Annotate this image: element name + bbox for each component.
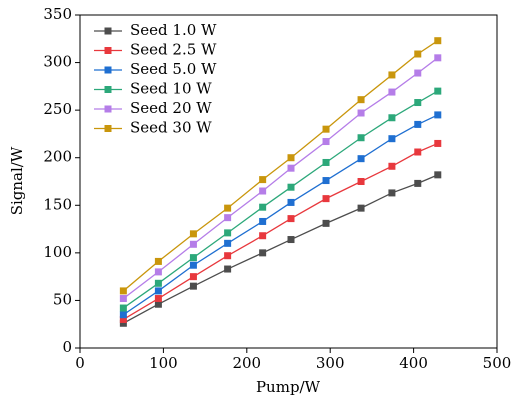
data-point — [434, 171, 442, 179]
data-point — [287, 154, 295, 162]
data-point — [154, 279, 162, 287]
data-point — [388, 135, 396, 143]
legend-label: Seed 20 W — [130, 99, 212, 117]
data-point — [119, 319, 127, 327]
data-point — [259, 232, 267, 240]
legend-label: Seed 2.5 W — [130, 41, 217, 59]
data-point — [414, 99, 422, 107]
legend-label: Seed 30 W — [130, 119, 212, 137]
data-point — [224, 214, 232, 222]
legend-marker — [104, 105, 112, 113]
y-tick-label: 150 — [43, 195, 72, 213]
data-point — [287, 215, 295, 223]
x-tick-label: 500 — [483, 354, 512, 372]
legend-marker — [104, 47, 112, 54]
data-point — [357, 178, 365, 185]
series-line — [123, 114, 439, 316]
y-tick-label: 300 — [43, 53, 72, 71]
y-tick-label: 0 — [62, 338, 72, 356]
data-point — [259, 176, 267, 184]
y-tick-label: 250 — [43, 100, 72, 118]
x-tick-label: 400 — [399, 354, 428, 372]
data-point — [388, 71, 396, 79]
legend-label: Seed 5.0 W — [130, 60, 217, 78]
y-axis-label: Signal/W — [8, 146, 26, 215]
data-point — [287, 198, 295, 206]
data-point — [322, 138, 330, 146]
data-point — [434, 54, 442, 62]
data-point — [287, 183, 295, 191]
data-point — [388, 162, 396, 170]
data-point — [357, 109, 365, 117]
data-point — [224, 265, 232, 273]
data-point — [357, 155, 365, 163]
data-point — [259, 203, 267, 211]
legend-marker — [104, 27, 112, 35]
data-point — [434, 111, 442, 119]
y-tick-label: 350 — [43, 5, 72, 23]
x-tick-label: 100 — [149, 354, 178, 372]
x-tick-label: 0 — [75, 354, 85, 372]
data-point — [287, 164, 295, 172]
data-point — [189, 230, 197, 238]
data-point — [322, 219, 330, 227]
data-point — [388, 88, 396, 96]
data-point — [322, 158, 330, 166]
y-tick-label: 100 — [43, 243, 72, 261]
data-point — [189, 261, 197, 269]
data-point — [322, 177, 330, 185]
legend-marker — [104, 125, 112, 132]
data-point — [189, 254, 197, 262]
x-tick-label: 200 — [232, 354, 261, 372]
data-point — [119, 304, 127, 312]
data-point — [154, 257, 162, 265]
data-point — [322, 125, 330, 133]
y-tick-label: 200 — [43, 148, 72, 166]
data-point — [357, 204, 365, 212]
plot-frame — [79, 14, 498, 349]
data-point — [154, 295, 162, 303]
data-point — [414, 148, 422, 156]
data-point — [414, 50, 422, 58]
data-point — [414, 120, 422, 128]
data-point — [154, 287, 162, 295]
data-point — [414, 179, 422, 187]
data-point — [224, 229, 232, 237]
data-point — [388, 114, 396, 122]
data-point — [154, 268, 162, 276]
data-point — [414, 69, 422, 77]
data-point — [259, 249, 267, 257]
legend-marker — [104, 86, 112, 93]
data-point — [154, 300, 162, 308]
data-point — [224, 252, 232, 260]
legend-label: Seed 1.0 W — [130, 21, 217, 39]
data-point — [322, 195, 330, 203]
series-line — [123, 142, 439, 321]
data-point — [259, 187, 267, 195]
data-point — [119, 315, 127, 323]
x-tick-label: 300 — [316, 354, 345, 372]
y-tick-label: 50 — [53, 290, 72, 308]
data-point — [287, 236, 295, 244]
data-point — [189, 282, 197, 290]
data-point — [434, 139, 442, 147]
legend-label: Seed 10 W — [130, 80, 212, 98]
data-point — [224, 239, 232, 247]
data-point — [224, 204, 232, 212]
data-point — [357, 96, 365, 104]
x-axis-label: Pump/W — [256, 378, 321, 396]
data-point — [388, 189, 396, 197]
data-point — [189, 273, 197, 281]
legend-marker — [104, 66, 112, 74]
series-line — [123, 174, 439, 324]
data-point — [259, 217, 267, 225]
data-point — [434, 37, 442, 45]
data-point — [189, 240, 197, 248]
data-point — [357, 134, 365, 142]
data-point — [434, 87, 442, 95]
data-point — [119, 287, 127, 295]
data-point — [119, 311, 127, 319]
data-point — [119, 295, 127, 303]
